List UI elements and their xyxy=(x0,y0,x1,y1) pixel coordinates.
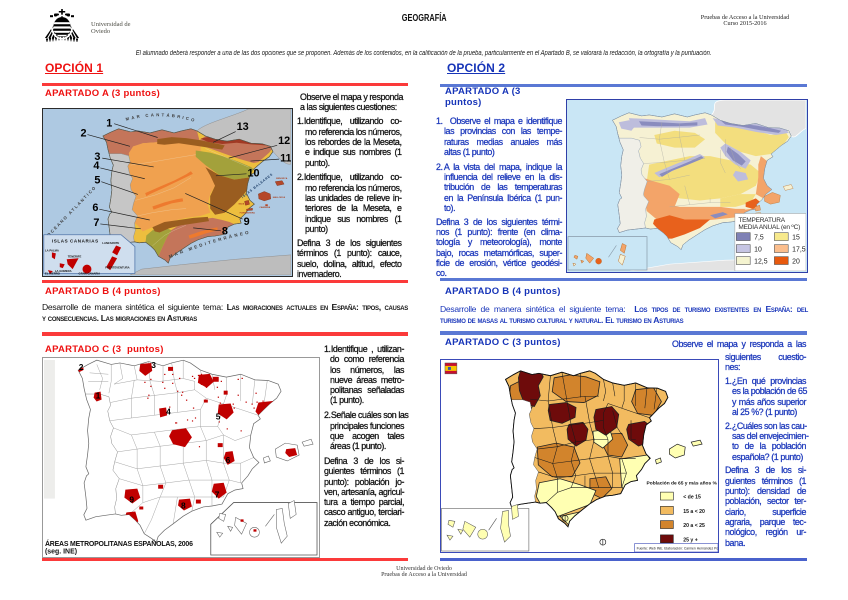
svg-text:(seg. INE): (seg. INE) xyxy=(45,549,77,556)
svg-text:10: 10 xyxy=(754,247,762,254)
svg-text:4: 4 xyxy=(166,406,171,416)
svg-text:25 y +: 25 y + xyxy=(683,537,697,543)
svg-text:5: 5 xyxy=(94,175,100,187)
svg-text:IBIZA: IBIZA xyxy=(239,202,245,205)
svg-text:7: 7 xyxy=(215,490,220,500)
svg-text:TEMPERATURA: TEMPERATURA xyxy=(738,217,785,224)
svg-text:EL HIERRO: EL HIERRO xyxy=(45,272,61,275)
svg-text:8: 8 xyxy=(181,500,186,510)
svg-text:1: 1 xyxy=(106,118,112,130)
svg-text:9: 9 xyxy=(129,495,134,505)
svg-text:6: 6 xyxy=(92,202,98,214)
svg-text:3: 3 xyxy=(94,151,100,163)
svg-text:20 a < 25: 20 a < 25 xyxy=(683,523,705,529)
svg-text:12,5: 12,5 xyxy=(754,259,768,266)
svg-text:17,5: 17,5 xyxy=(792,247,806,254)
svg-text:9: 9 xyxy=(244,216,250,228)
svg-text:1: 1 xyxy=(96,391,101,401)
svg-text:< de 15: < de 15 xyxy=(683,495,701,501)
svg-text:ISLAS CANARIAS: ISLAS CANARIAS xyxy=(52,239,99,244)
svg-text:MEDIA ANUAL (en ºC): MEDIA ANUAL (en ºC) xyxy=(738,224,800,231)
svg-text:Fuente: Web INE. Elaboración:: Fuente: Web INE. Elaboración: Carmen Her… xyxy=(637,547,718,551)
svg-text:ÁREAS METROPOLITANAS ESPAÑOLAS: ÁREAS METROPOLITANAS ESPAÑOLAS, 2006 xyxy=(45,539,193,548)
svg-text:13: 13 xyxy=(237,121,249,133)
svg-text:20: 20 xyxy=(792,259,800,266)
svg-text:11: 11 xyxy=(280,153,291,165)
svg-text:2: 2 xyxy=(81,128,87,140)
svg-text:GRAN CANARIA: GRAN CANARIA xyxy=(79,272,101,275)
svg-text:15 a < 20: 15 a < 20 xyxy=(683,509,705,515)
svg-text:LA PALMA: LA PALMA xyxy=(45,248,59,252)
svg-text:LANZAROTE: LANZAROTE xyxy=(102,241,119,245)
svg-text:8: 8 xyxy=(222,226,228,238)
svg-text:LA GOMERA: LA GOMERA xyxy=(55,269,72,273)
svg-text:12: 12 xyxy=(278,135,290,147)
svg-text:FORMENTERA: FORMENTERA xyxy=(240,212,256,215)
svg-text:TENERIFE: TENERIFE xyxy=(68,254,82,258)
svg-text:MENORCA: MENORCA xyxy=(276,177,288,180)
svg-text:10: 10 xyxy=(248,167,260,179)
svg-text:7,5: 7,5 xyxy=(754,235,764,242)
svg-text:6: 6 xyxy=(226,455,231,465)
svg-text:Población de 65 y más años %: Población de 65 y más años % xyxy=(647,481,718,487)
svg-text:7: 7 xyxy=(93,217,99,229)
svg-text:15: 15 xyxy=(792,235,800,242)
svg-text:MALLORCA: MALLORCA xyxy=(273,196,286,199)
svg-text:5: 5 xyxy=(216,411,221,421)
svg-text:CABRERA: CABRERA xyxy=(259,206,270,209)
svg-text:4: 4 xyxy=(93,160,99,172)
svg-text:2: 2 xyxy=(79,362,84,372)
svg-text:FUERTEVENTURA: FUERTEVENTURA xyxy=(105,266,129,270)
svg-text:3: 3 xyxy=(151,360,156,370)
